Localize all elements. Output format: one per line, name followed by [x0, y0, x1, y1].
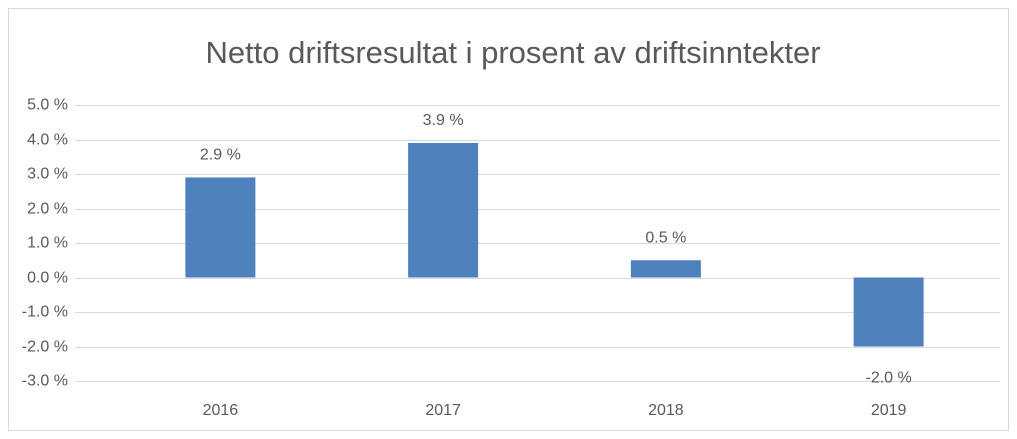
chart-title: Netto driftsresultat i prosent av drifts…	[205, 35, 820, 70]
x-tick-label: 2017	[425, 402, 461, 419]
bar	[630, 260, 701, 278]
y-tick-label: 0.0 %	[27, 270, 68, 287]
x-tick-label: 2019	[871, 402, 907, 419]
x-tick-label: 2018	[648, 402, 684, 419]
y-tick-label: 3.0 %	[27, 166, 68, 183]
y-tick-label: -3.0 %	[22, 373, 68, 390]
data-label: 2.9 %	[200, 147, 241, 164]
y-tick-label: -2.0 %	[22, 339, 68, 356]
bar	[853, 277, 924, 347]
y-tick-label: -1.0 %	[22, 304, 68, 321]
chart-border	[8, 8, 1009, 431]
y-tick-label: 5.0 %	[27, 97, 68, 114]
y-tick-label: 1.0 %	[27, 235, 68, 252]
x-tick-label: 2016	[203, 402, 239, 419]
data-label: 0.5 %	[645, 229, 686, 246]
bar	[408, 142, 479, 278]
data-label: -2.0 %	[866, 370, 912, 387]
y-tick-label: 4.0 %	[27, 132, 68, 149]
data-label: 3.9 %	[423, 112, 464, 129]
bar	[185, 177, 256, 278]
y-tick-label: 2.0 %	[27, 201, 68, 218]
